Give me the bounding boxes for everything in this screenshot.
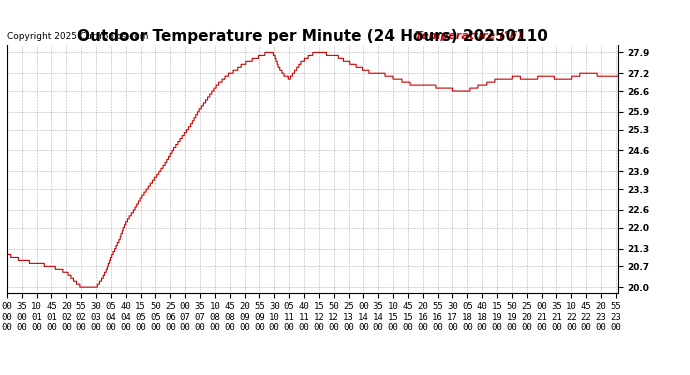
Title: Outdoor Temperature per Minute (24 Hours) 20250110: Outdoor Temperature per Minute (24 Hours… — [77, 29, 548, 44]
Text: Copyright 2025 Curtronics.com: Copyright 2025 Curtronics.com — [7, 32, 148, 41]
Text: Temperature (°F): Temperature (°F) — [415, 31, 523, 41]
